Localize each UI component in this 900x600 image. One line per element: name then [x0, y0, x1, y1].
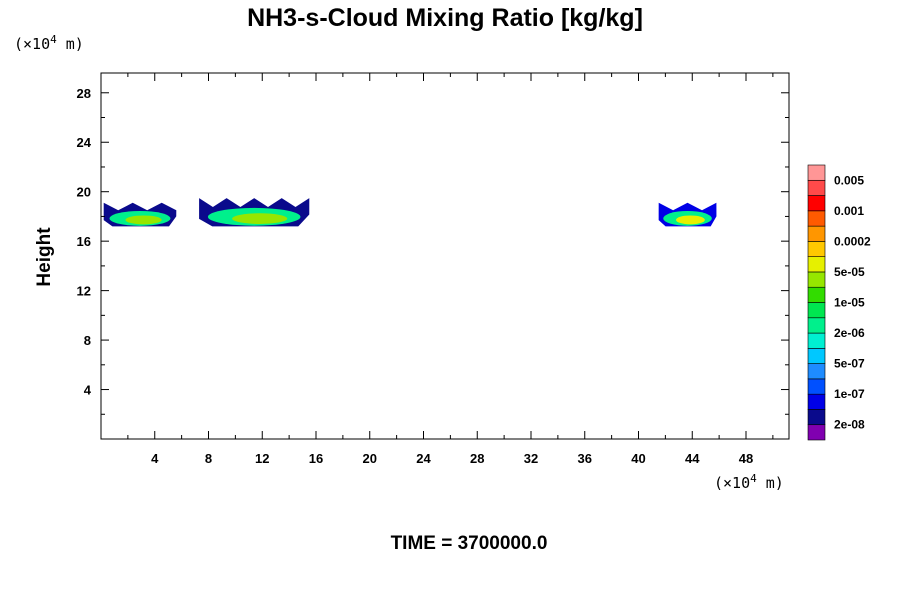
colorbar-swatch	[807, 378, 826, 395]
colorbar-swatch	[807, 241, 826, 257]
colorbar-swatch	[807, 271, 826, 288]
y-tick-label: 24	[77, 135, 92, 150]
x-tick-label: 28	[470, 451, 484, 466]
x-tick-label: 32	[524, 451, 538, 466]
colorbar-swatch	[807, 332, 826, 349]
y-tick-label: 20	[77, 185, 91, 200]
colorbar-swatch	[807, 363, 826, 380]
y-tick-label: 12	[77, 284, 91, 299]
colorbar-swatch	[807, 210, 826, 227]
x-tick-label: 4	[151, 451, 159, 466]
x-tick-label: 44	[685, 451, 700, 466]
cloud-core	[125, 215, 162, 225]
colorbar-swatch	[807, 286, 826, 303]
y-tick-label: 4	[84, 383, 92, 398]
colorbar-swatch	[807, 409, 826, 426]
cloud-region	[199, 198, 310, 227]
cloud-region	[658, 202, 717, 227]
cloud-layer	[103, 198, 717, 227]
y-unit-label: (×104 m)	[14, 33, 84, 53]
cloud-region	[103, 202, 177, 227]
colorbar-label: 5e-07	[834, 357, 865, 371]
x-tick-label: 16	[309, 451, 323, 466]
colorbar-label: 0.001	[834, 204, 864, 218]
colorbar-swatch	[807, 348, 826, 364]
time-label: TIME = 3700000.0	[391, 533, 548, 554]
colorbar-label: 0.005	[834, 173, 864, 187]
colorbar-swatch	[807, 256, 826, 273]
x-tick-label: 36	[578, 451, 592, 466]
x-tick-label: 24	[416, 451, 431, 466]
plot-frame	[100, 72, 790, 440]
colorbar-label: 2e-06	[834, 326, 865, 340]
colorbar-label: 2e-08	[834, 418, 865, 432]
x-unit-label: (×104 m)	[714, 472, 784, 492]
colorbar-swatch	[807, 317, 826, 334]
colorbar-label: 1e-05	[834, 296, 865, 310]
colorbar-swatch	[807, 195, 826, 212]
y-tick-label: 28	[77, 86, 91, 101]
colorbar-label: 0.0002	[834, 234, 871, 248]
cloud-core	[232, 213, 288, 224]
colorbar-swatch	[807, 225, 826, 242]
y-tick-label: 8	[84, 333, 91, 348]
colorbar-swatch	[807, 164, 826, 181]
colorbar-label: 1e-07	[834, 387, 865, 401]
colorbar-swatch	[807, 179, 826, 196]
x-tick-label: 48	[739, 451, 753, 466]
colorbar-swatch	[807, 302, 826, 319]
x-tick-label: 40	[631, 451, 645, 466]
colorbar-label: 5e-05	[834, 265, 865, 279]
cloud-core	[675, 215, 705, 225]
y-axis-label: Height	[34, 227, 55, 287]
colorbar: 2e-08 1e-07 5e-07 2e-06 1e-05 5e-05 0.0002 0.00…	[807, 164, 871, 441]
x-tick-label: 20	[363, 451, 377, 466]
x-tick-label: 8	[205, 451, 212, 466]
colorbar-swatch	[807, 393, 826, 410]
x-tick-label: 12	[255, 451, 269, 466]
chart-title: NH3-s-Cloud Mixing Ratio [kg/kg]	[247, 4, 643, 32]
colorbar-swatch	[807, 424, 826, 441]
y-tick-label: 16	[77, 234, 91, 249]
